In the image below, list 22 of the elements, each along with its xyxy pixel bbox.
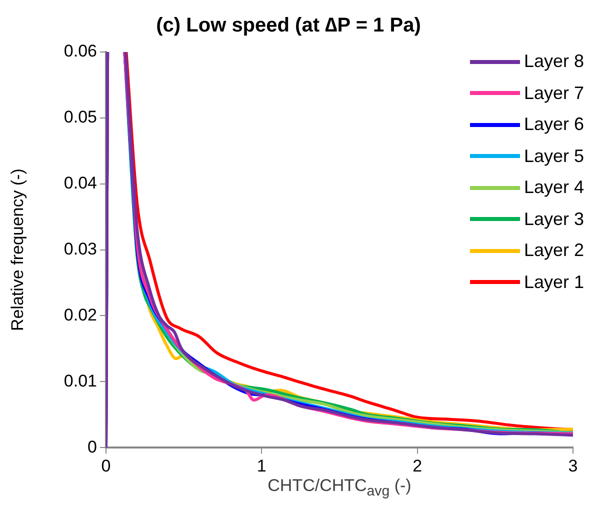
x-tick-label: 1 — [256, 456, 266, 476]
legend-label: Layer 5 — [524, 146, 584, 167]
y-tick-label: 0.02 — [64, 305, 97, 324]
legend-label: Layer 7 — [524, 82, 584, 104]
legend-label: Layer 8 — [524, 51, 584, 72]
y-tick-label: 0.06 — [64, 42, 97, 61]
y-tick-label: 0.04 — [64, 174, 97, 193]
chart-title: (c) Low speed (at ∆P = 1 Pa) — [156, 14, 421, 37]
legend-label: Layer 4 — [524, 177, 584, 198]
x-tick-label: 3 — [568, 456, 578, 476]
y-tick-label: 0.01 — [64, 371, 97, 390]
x-tick-label: 2 — [412, 456, 422, 476]
x-axis-title: CHTC/CHTC$_{avg}$ (-) — [266, 476, 412, 500]
y-axis-title: Relative frequency (-) — [8, 168, 27, 332]
y-tick-label: 0 — [88, 437, 97, 456]
legend-label: Layer 3 — [524, 208, 584, 230]
legend-label: Layer 1 — [524, 272, 584, 293]
legend-label: Layer 2 — [524, 240, 584, 262]
y-tick-label: 0.03 — [64, 239, 97, 258]
x-tick-label: 0 — [101, 456, 111, 476]
legend-label: Layer 6 — [524, 114, 584, 136]
y-tick-label: 0.05 — [64, 108, 97, 127]
